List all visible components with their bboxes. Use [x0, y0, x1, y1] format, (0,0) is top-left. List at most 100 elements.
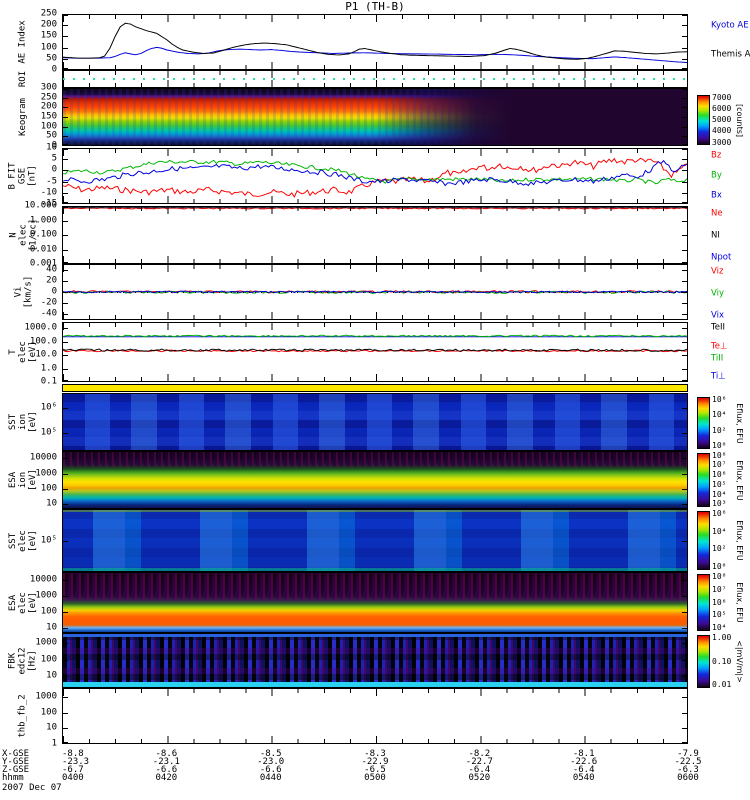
- ytick-label-esa_elec: 1000: [35, 590, 57, 601]
- ytick-mark: [63, 697, 68, 699]
- xaxis-row-label-hhmm: hhmm: [2, 773, 24, 783]
- ytick-label-n: 10.000: [24, 200, 57, 211]
- ytick-mark: [63, 58, 68, 60]
- colorbar-tick-fbk: 0.01: [712, 680, 732, 690]
- xaxis-value-ygse-6: -22.5: [674, 757, 702, 767]
- x-axis-ticks: [63, 207, 687, 214]
- xaxis-value-hhmm-5: 0540: [572, 773, 595, 783]
- xaxis-value-ygse-4: -22.7: [465, 757, 493, 767]
- colorbar-unit-fbk: <|mV/m|>: [731, 635, 747, 688]
- ytick-label-esa_ion: 100: [40, 483, 57, 494]
- ytick-label-sst_ion: 10⁵: [40, 427, 57, 438]
- panel-content-t: [63, 323, 687, 381]
- ytick-mark: [682, 355, 687, 357]
- ytick-label-keogram: 150: [40, 111, 57, 122]
- x-axis-ticks: [63, 80, 687, 87]
- panel-content-ae: [63, 15, 687, 69]
- ytick-label-n: 1.000: [29, 215, 57, 225]
- ytick-label-ae: 0: [51, 64, 57, 75]
- xaxis-value-xgse-2: -8.5: [259, 749, 282, 759]
- panel-thb: [62, 688, 688, 744]
- ytick-mark: [682, 58, 687, 60]
- ytick-mark: [63, 89, 68, 90]
- xaxis-value-ygse-5: -22.6: [570, 757, 598, 767]
- ytick-mark: [682, 368, 687, 370]
- ytick-label-thb: 100: [40, 707, 57, 718]
- ytick-mark: [63, 643, 68, 645]
- xaxis-value-zgse-1: -6.6: [155, 765, 178, 775]
- ytick-mark: [63, 458, 68, 460]
- colorbar-esa_ion: [697, 453, 710, 507]
- trace-vix: [63, 290, 687, 294]
- ytick-label-keogram: 200: [40, 101, 57, 112]
- ytick-mark: [63, 728, 68, 730]
- ytick-mark: [682, 170, 687, 172]
- ytick-mark: [682, 643, 687, 645]
- xaxis-value-zgse-4: -6.4: [468, 765, 491, 775]
- ytick-mark: [63, 280, 68, 282]
- xaxis-value-zgse-6: -6.3: [677, 765, 699, 775]
- trace-by: [63, 159, 687, 185]
- ytick-mark: [63, 181, 68, 183]
- colorbar-tick-sst_ion: 10²: [712, 425, 727, 435]
- ytick-mark: [682, 628, 687, 630]
- trace-tiii: [63, 334, 687, 338]
- xaxis-row-label-xgse: X-GSE: [2, 749, 30, 759]
- series-label-ti: Ti⊥: [711, 371, 726, 382]
- ytick-label-thb: 10: [46, 722, 57, 733]
- ytick-mark: [682, 47, 687, 49]
- xaxis-value-zgse-3: -6.5: [364, 765, 386, 775]
- panel-content-esa_elec: [63, 573, 687, 632]
- ytick-mark: [682, 676, 687, 678]
- x-axis-ticks: [63, 265, 687, 272]
- panel-content-n: [63, 207, 687, 263]
- xaxis-value-hhmm-6: 0600: [677, 773, 699, 783]
- panel-yellow: [62, 384, 688, 392]
- ytick-mark: [63, 341, 68, 343]
- trace-viy: [63, 290, 687, 295]
- trace-bz: [63, 157, 687, 198]
- ytick-label-esa_elec: 10: [46, 622, 57, 633]
- ytick-label-esa_elec: 100: [40, 606, 57, 617]
- colorbar-tick-esa_elec: 10⁶: [712, 597, 727, 607]
- ytick-label-vi: 40: [46, 264, 57, 275]
- colorbar-tick-esa_ion: 10⁸: [712, 450, 727, 460]
- colorbar-tick-keogram: 4000: [712, 126, 732, 136]
- colorbar-tick-sst_ion: 10⁰: [712, 441, 727, 451]
- ytick-mark: [682, 136, 687, 138]
- colorbar-tick-sst_elec: 10²: [712, 544, 727, 554]
- colorbar-tick-sst_ion: 10⁶: [712, 394, 727, 404]
- ytick-mark: [63, 611, 68, 613]
- colorbar-unit-sst_ion: Eflux, EFU: [731, 397, 747, 449]
- ytick-mark: [63, 595, 68, 597]
- page-title: P1 (TH-B): [345, 0, 405, 13]
- ytick-mark: [63, 235, 68, 236]
- ytick-label-n: 0.010: [29, 244, 57, 254]
- panel-bfit: [62, 148, 688, 204]
- trace-te: [63, 349, 687, 353]
- ytick-mark: [682, 712, 687, 714]
- ytick-mark: [682, 303, 687, 305]
- colorbar-tick-keogram: 7000: [712, 92, 732, 102]
- series-label-by: By: [711, 170, 722, 181]
- ytick-mark: [63, 408, 68, 410]
- x-axis-ticks: [63, 15, 687, 22]
- series-label-bx: Bx: [711, 190, 722, 201]
- xaxis-value-hhmm-3: 0500: [364, 773, 386, 783]
- xaxis-row-label-ygse: Y-GSE: [2, 757, 30, 767]
- ytick-label-bfit: -10: [40, 187, 57, 198]
- ytick-mark: [63, 659, 68, 661]
- ytick-mark: [682, 220, 687, 222]
- colorbar-tick-esa_ion: 10⁴: [712, 489, 727, 499]
- ytick-mark: [682, 235, 687, 236]
- x-axis-ticks: [63, 312, 687, 319]
- ytick-label-t: 1000.0: [24, 322, 57, 333]
- colorbar-fbk: [697, 635, 710, 688]
- series-label-viy: Viy: [711, 288, 725, 299]
- ytick-mark: [682, 159, 687, 161]
- ytick-label-fbk: 100: [40, 654, 57, 665]
- colorbar-sst_ion: [697, 397, 710, 449]
- xaxis-value-zgse-0: -6.7: [62, 765, 84, 775]
- ytick-mark: [682, 97, 687, 99]
